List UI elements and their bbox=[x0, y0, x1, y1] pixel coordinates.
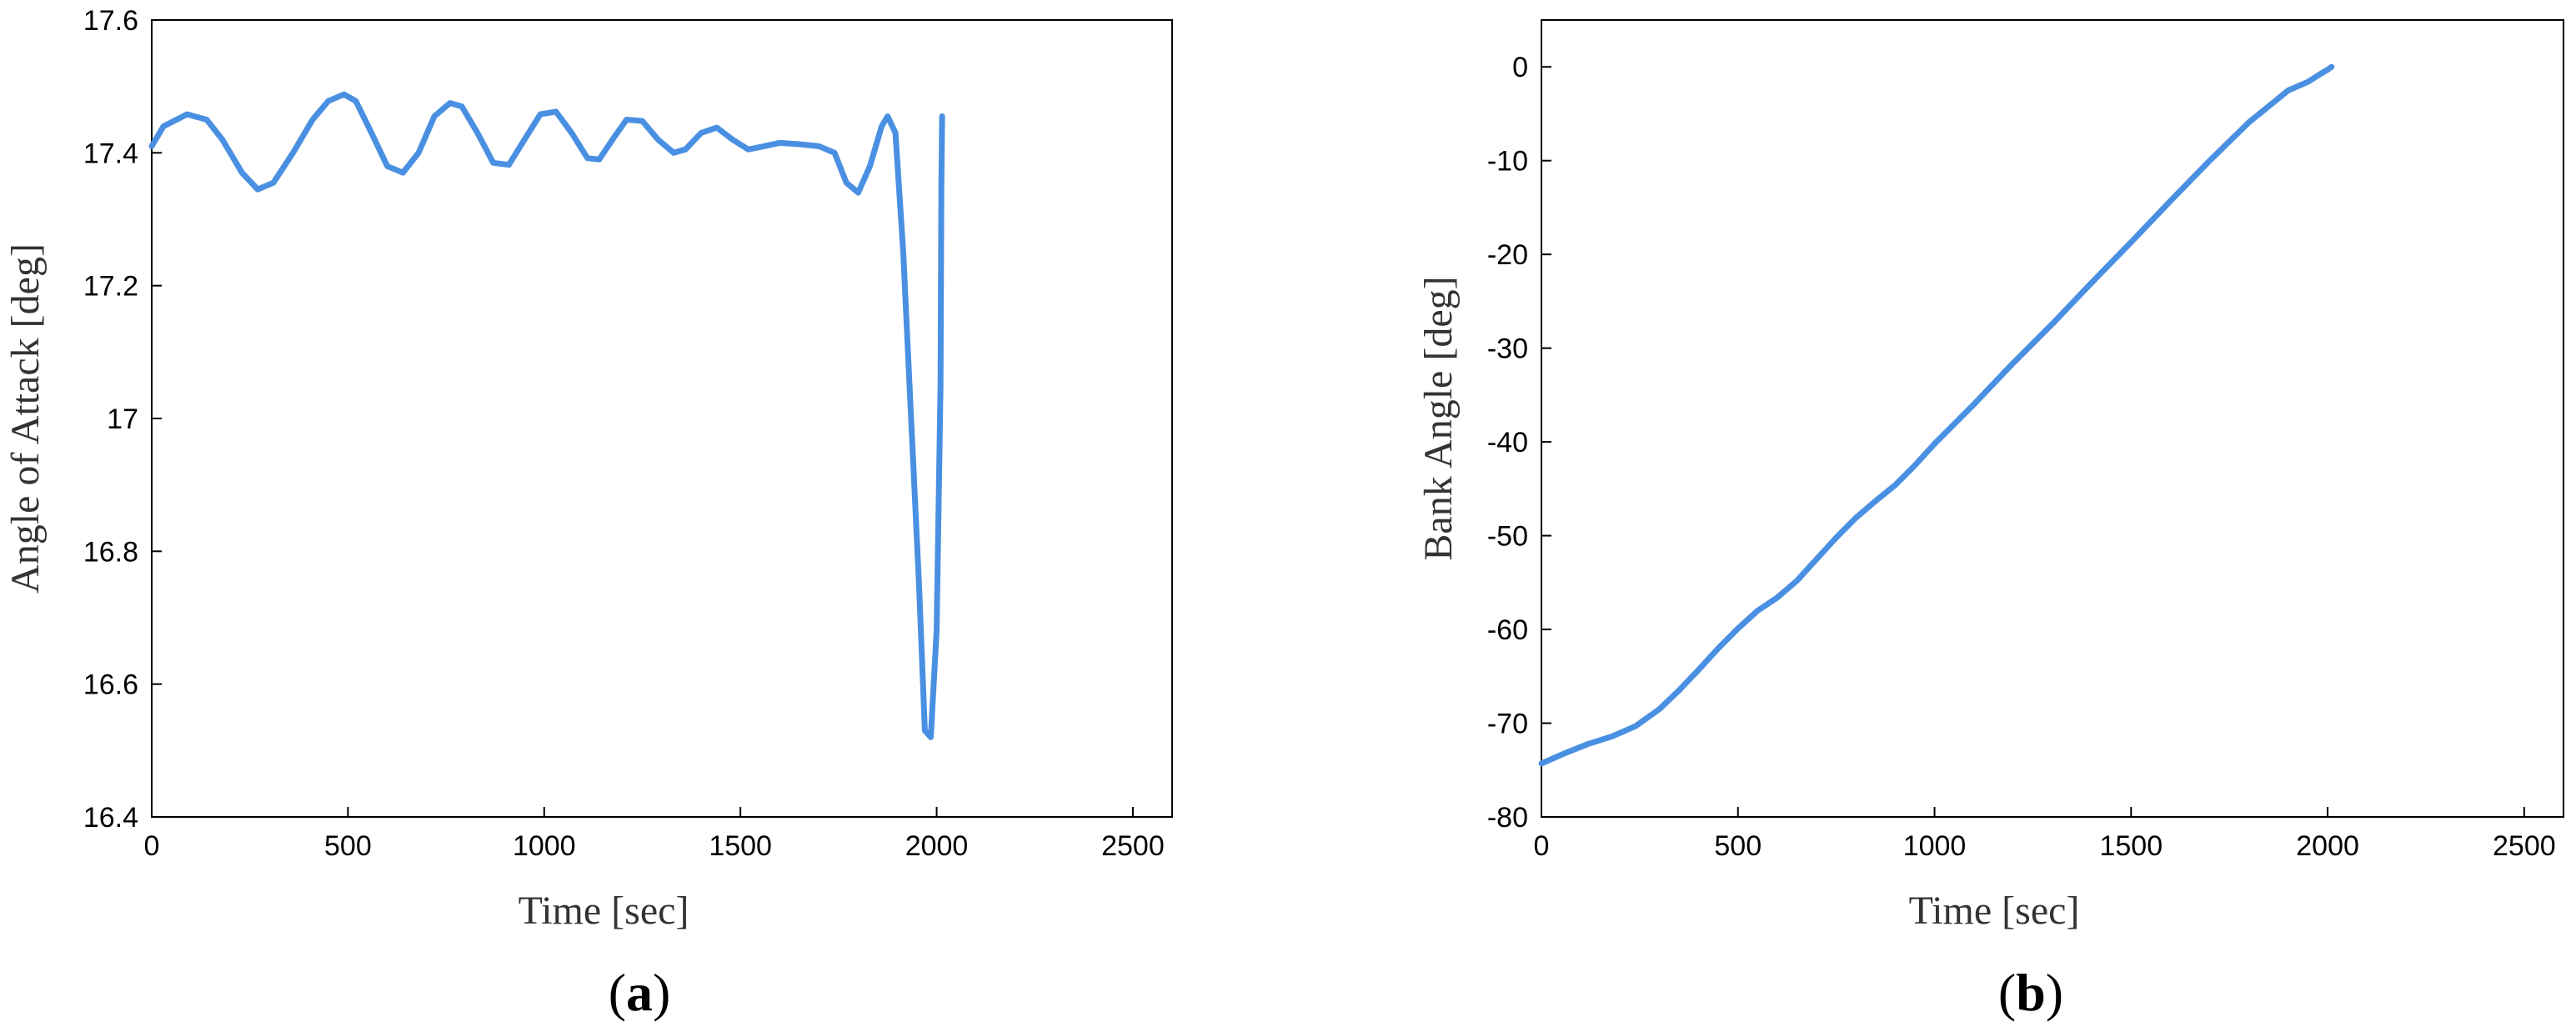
y-tick-label: -50 bbox=[1487, 521, 1528, 553]
panel-a-chart: 0 500 1000 1500 2000 2500 16.4 16.6 16.8 17 17.2 17… bbox=[3, 5, 1173, 1022]
y-tick-label: 16.4 bbox=[83, 802, 138, 834]
y-tick-label: -80 bbox=[1487, 802, 1528, 834]
x-tick-label: 1500 bbox=[709, 830, 772, 862]
x-tick-label: 1000 bbox=[1903, 830, 1967, 862]
y-tick-label: 17.6 bbox=[83, 5, 138, 37]
panel-label: (b) bbox=[1998, 963, 2063, 1022]
y-axis-title: Bank Angle [deg] bbox=[1416, 276, 1461, 560]
y-tick-label: 17 bbox=[107, 403, 138, 435]
y-tick-label: 16.6 bbox=[83, 669, 138, 701]
panel-b-chart: 0 500 1000 1500 2000 2500 -80 -70 -60 -50 -40 -30 -2… bbox=[1416, 19, 2564, 1022]
series-line bbox=[148, 91, 945, 740]
x-tick-label: 0 bbox=[144, 830, 160, 862]
x-tick-label: 2000 bbox=[2296, 830, 2359, 862]
y-tick-label: -30 bbox=[1487, 333, 1528, 365]
panel-label: (a) bbox=[609, 963, 671, 1022]
x-axis-title: Time [sec] bbox=[519, 889, 689, 933]
x-axis-title: Time [sec] bbox=[1909, 889, 2080, 933]
y-tick-label: -10 bbox=[1487, 146, 1528, 178]
y-tick-label: -20 bbox=[1487, 239, 1528, 271]
x-tick-label: 1000 bbox=[513, 830, 576, 862]
x-tick-label: 2500 bbox=[2493, 830, 2556, 862]
y-tick-label: -70 bbox=[1487, 709, 1528, 740]
x-tick-label: 0 bbox=[1534, 830, 1550, 862]
x-tick-label: 2000 bbox=[905, 830, 969, 862]
x-tick-label: 2500 bbox=[1101, 830, 1165, 862]
y-tick-label: 17.2 bbox=[83, 271, 138, 303]
y-tick-label: -60 bbox=[1487, 614, 1528, 646]
y-tick-label: 0 bbox=[1512, 52, 1528, 83]
series-line bbox=[1538, 63, 2335, 767]
plot-frame bbox=[1541, 19, 2564, 818]
x-tick-label: 1500 bbox=[2099, 830, 2163, 862]
y-axis-title: Angle of Attack [deg] bbox=[3, 243, 48, 594]
y-tick-label: 17.4 bbox=[83, 138, 138, 169]
x-tick-label: 500 bbox=[1714, 830, 1762, 862]
x-tick-label: 500 bbox=[324, 830, 372, 862]
y-tick-label: 16.8 bbox=[83, 536, 138, 568]
y-tick-label: -40 bbox=[1487, 427, 1528, 458]
